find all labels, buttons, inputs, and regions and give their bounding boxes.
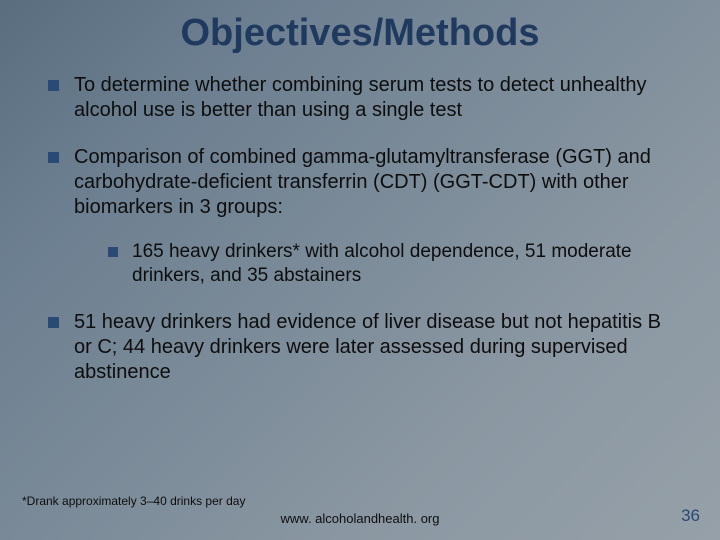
page-number: 36 [681,506,700,526]
sub-bullet-text-1: 165 heavy drinkers* with alcohol depende… [132,241,632,286]
slide-title: Objectives/Methods [40,12,680,55]
slide: Objectives/Methods To determine whether … [0,0,720,540]
bullet-item-1: To determine whether combining serum tes… [48,73,680,123]
bullet-list-level2: 165 heavy drinkers* with alcohol depende… [74,240,680,288]
bullet-item-3: 51 heavy drinkers had evidence of liver … [48,310,680,385]
footer-url: www. alcoholandhealth. org [0,511,720,526]
bullet-list-level1: To determine whether combining serum tes… [40,73,680,385]
bullet-item-2: Comparison of combined gamma-glutamyltra… [48,145,680,288]
bullet-text-1: To determine whether combining serum tes… [74,74,647,121]
footnote: *Drank approximately 3–40 drinks per day [22,494,245,508]
bullet-text-2: Comparison of combined gamma-glutamyltra… [74,146,651,218]
sub-bullet-item-1: 165 heavy drinkers* with alcohol depende… [108,240,680,288]
bullet-text-3: 51 heavy drinkers had evidence of liver … [74,311,661,383]
